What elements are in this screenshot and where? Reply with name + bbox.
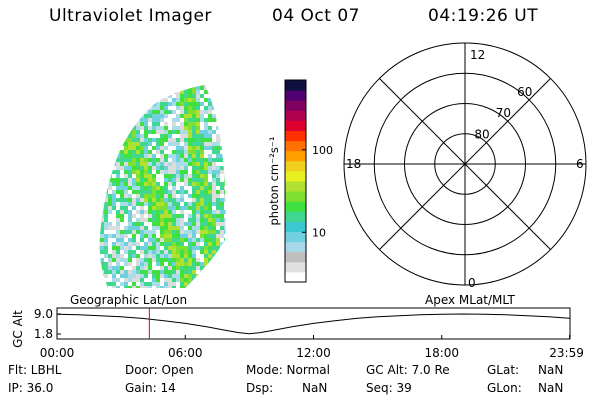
mlt-label-bottom: 0 <box>468 276 476 290</box>
colorbar-cell <box>285 120 306 131</box>
latitude-ring-label: 70 <box>496 106 511 120</box>
colorbar-cell <box>285 231 306 243</box>
colorbar-cell <box>285 170 306 182</box>
ip-field: IP: 36.0 <box>8 381 54 395</box>
colorbar-cell <box>285 251 306 263</box>
mlt-label-right: 6 <box>576 157 584 171</box>
timeline-y-tick-label: 1.8 <box>34 327 53 341</box>
colorbar-cell <box>285 211 306 222</box>
colorbar-cell <box>285 130 306 142</box>
door-field: Door: Open <box>125 363 194 377</box>
observation-date: 04 Oct 07 <box>272 6 360 26</box>
mlt-label-top: 12 <box>470 48 485 62</box>
colorbar-cell <box>285 100 306 111</box>
polar-grid: 12 0 18 6 80 70 60 <box>343 42 587 290</box>
latitude-ring-label: 80 <box>474 128 489 142</box>
glat-field: GLat: <box>487 363 520 377</box>
mlt-label-left: 18 <box>346 157 361 171</box>
altitude-curve <box>56 313 570 335</box>
colorbar-cell <box>285 150 306 162</box>
glat-value: NaN <box>538 363 564 377</box>
glon-field: GLon: <box>487 381 522 395</box>
instrument-title: Ultraviolet Imager <box>49 6 212 26</box>
latitude-ring-label: 60 <box>517 85 532 99</box>
timeline-x-tick-label: 18:00 <box>424 346 459 360</box>
timeline-x-tick-label: 23:59 <box>549 346 584 360</box>
timeline-right-label: Apex MLat/MLT <box>425 293 515 307</box>
timeline-y-axis-label: GC Alt <box>11 310 25 348</box>
colorbar-cell <box>285 201 306 212</box>
colorbar-cell <box>285 261 306 273</box>
timeline-panel: Geographic Lat/Lon Apex MLat/MLT GC Alt … <box>11 293 584 360</box>
glon-value: NaN <box>538 381 564 395</box>
timeline-left-label: Geographic Lat/Lon <box>70 293 187 307</box>
filter-field: Flt: LBHL <box>8 363 62 377</box>
colorbar-cell <box>285 221 306 232</box>
colorbar-cell <box>285 181 306 192</box>
colorbar-tick-label: 10 <box>312 226 326 239</box>
gc-alt-field: GC Alt: 7.0 Re <box>366 363 450 377</box>
colorbar-cell <box>285 90 306 101</box>
gain-field: Gain: 14 <box>125 381 176 395</box>
dsp-field: Dsp: <box>246 381 274 395</box>
colorbar-tick-label: 100 <box>312 144 333 157</box>
colorbar-cell <box>285 110 306 121</box>
timeline-y-tick-label: 9.0 <box>34 307 53 321</box>
colorbar-unit-label: photon cm⁻²s⁻¹ <box>267 137 281 226</box>
timeline-x-tick-label: 06:00 <box>168 346 203 360</box>
mode-field: Mode: Normal <box>246 363 330 377</box>
observation-time: 04:19:26 UT <box>428 6 539 26</box>
colorbar-cell <box>285 241 306 253</box>
colorbar-cell <box>285 271 306 283</box>
timeline-x-tick-label: 12:00 <box>296 346 331 360</box>
seq-field: Seq: 39 <box>366 381 412 395</box>
colorbar: photon cm⁻²s⁻¹ 100 10 <box>267 79 333 283</box>
colorbar-cell <box>285 160 306 172</box>
colorbar-cell <box>285 80 306 91</box>
colorbar-cell <box>285 140 306 152</box>
dsp-value: NaN <box>302 381 328 395</box>
timeline-x-tick-label: 00:00 <box>40 346 75 360</box>
colorbar-cell <box>285 191 306 202</box>
auroral-image <box>99 85 226 288</box>
